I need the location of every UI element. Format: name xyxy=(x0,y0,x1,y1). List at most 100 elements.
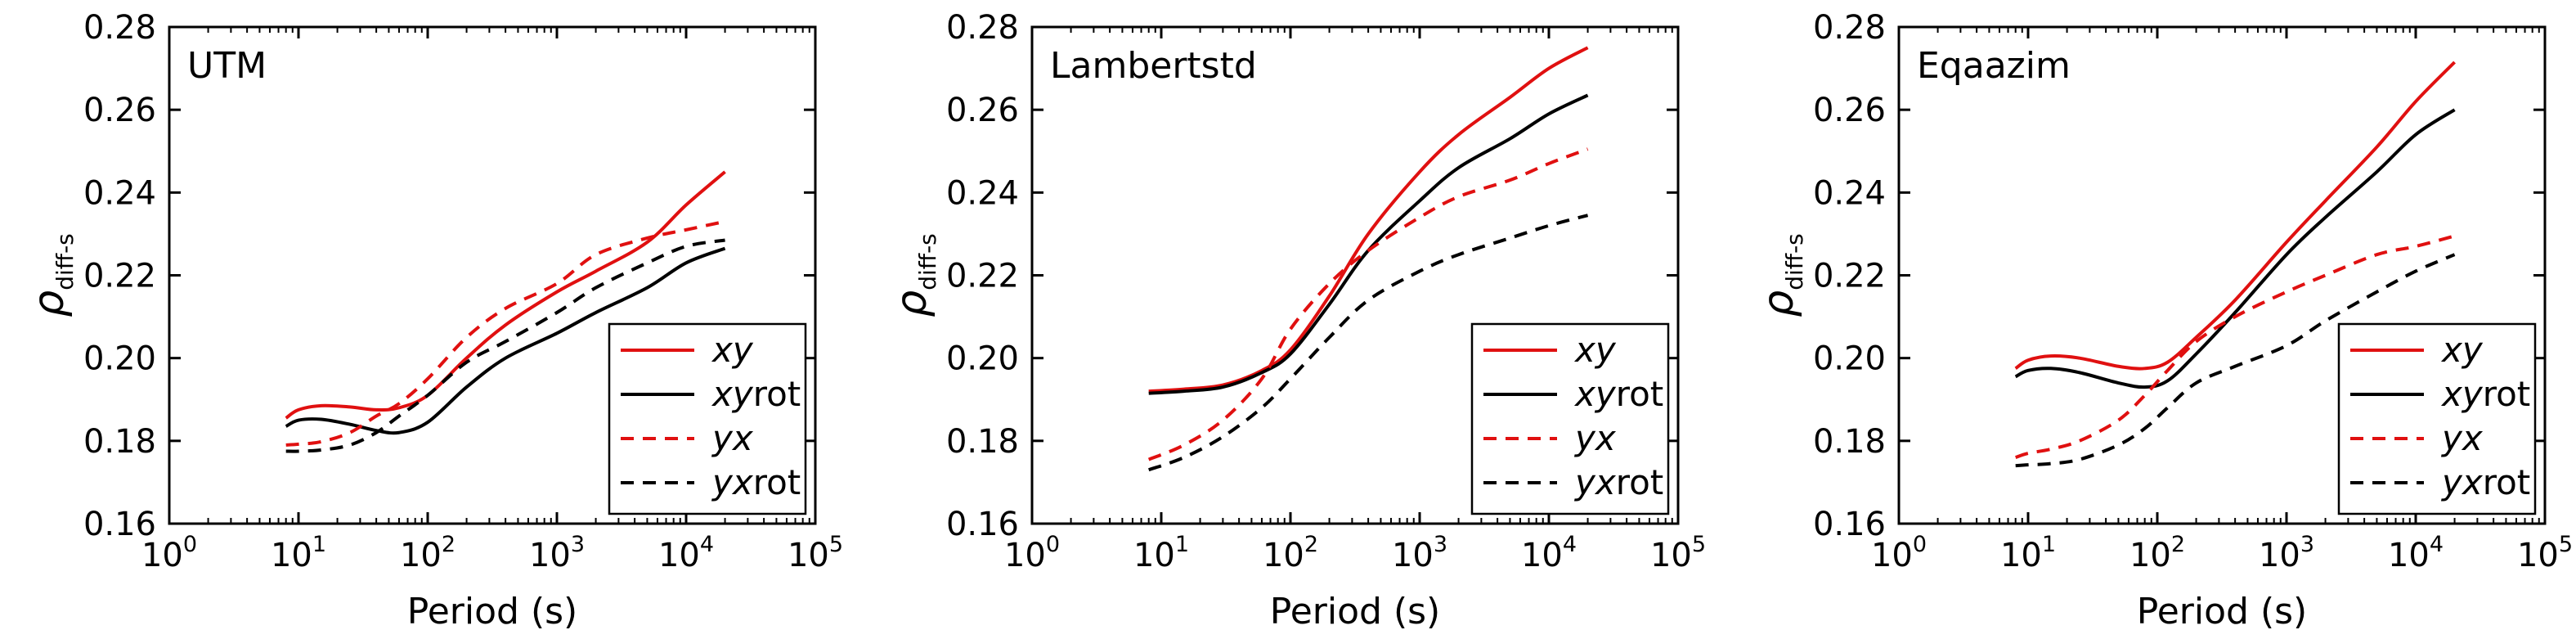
x-tick-exponent: 2 xyxy=(442,532,456,557)
legend-label-italic: xy xyxy=(2440,374,2484,414)
x-tick-base: 10 xyxy=(2388,537,2430,574)
y-tick-label: 0.20 xyxy=(946,340,1019,378)
x-tick-base: 10 xyxy=(1004,537,1046,574)
x-tick-label: 104 xyxy=(658,532,714,574)
x-tick-exponent: 3 xyxy=(2300,532,2314,557)
legend-label-plain: rot xyxy=(2483,462,2531,502)
legend-label-xy: xy xyxy=(2440,330,2484,370)
y-tick-label: 0.28 xyxy=(1813,9,1886,47)
x-tick-label: 100 xyxy=(1871,532,1927,574)
x-tick-base: 10 xyxy=(1263,537,1304,574)
x-tick-label: 104 xyxy=(1521,532,1577,574)
x-tick-exponent: 0 xyxy=(1046,532,1060,557)
series-line-xy xyxy=(2014,61,2456,371)
legend-label-xyrot: xyrot xyxy=(2440,374,2530,414)
y-tick-label: 0.22 xyxy=(1813,258,1886,295)
x-tick-exponent: 0 xyxy=(1913,532,1927,557)
x-tick-base: 10 xyxy=(1133,537,1175,574)
legend-label-yx: yx xyxy=(1573,418,1617,458)
y-tick-label: 0.16 xyxy=(946,506,1019,543)
x-tick-base: 10 xyxy=(529,537,571,574)
legend-label-xy: xy xyxy=(711,330,754,370)
x-tick-exponent: 4 xyxy=(2430,532,2444,557)
x-tick-base: 10 xyxy=(141,537,183,574)
legend-box xyxy=(608,322,807,515)
legend-label-plain: rot xyxy=(753,374,801,414)
x-tick-label: 102 xyxy=(400,532,456,574)
legend-label-plain: rot xyxy=(2483,374,2531,414)
y-axis-subscript: diff-s xyxy=(914,233,941,290)
y-tick-label: 0.26 xyxy=(946,92,1019,129)
y-tick-label: 0.26 xyxy=(1813,92,1886,129)
legend-label-italic: xy xyxy=(1573,374,1617,414)
x-axis-title: Period (s) xyxy=(2137,591,2307,632)
x-tick-exponent: 5 xyxy=(1692,532,1706,557)
x-tick-label: 103 xyxy=(2259,532,2314,574)
legend-label-xy: xy xyxy=(1573,330,1617,370)
x-tick-base: 10 xyxy=(400,537,442,574)
x-tick-label: 103 xyxy=(529,532,585,574)
legend-label-italic: yx xyxy=(1573,462,1617,502)
y-tick-label: 0.20 xyxy=(1813,340,1886,378)
x-tick-exponent: 1 xyxy=(312,532,326,557)
y-tick-label: 0.28 xyxy=(946,9,1019,47)
x-tick-base: 10 xyxy=(2517,537,2559,574)
x-tick-label: 100 xyxy=(141,532,197,574)
series-line-xyrot xyxy=(1148,93,1589,395)
x-tick-base: 10 xyxy=(2129,537,2171,574)
legend-label-italic: xy xyxy=(2440,330,2484,370)
series-line-xy xyxy=(1148,46,1589,394)
series-line-xy xyxy=(285,170,726,420)
y-tick-label: 0.16 xyxy=(83,506,156,543)
x-tick-label: 100 xyxy=(1004,532,1060,574)
y-axis-subscript: diff-s xyxy=(52,233,79,290)
x-tick-base: 10 xyxy=(2259,537,2300,574)
y-axis-title: ρdiff-s xyxy=(887,233,941,317)
y-tick-label: 0.24 xyxy=(83,174,156,212)
legend-label-italic: yx xyxy=(1573,418,1617,458)
x-tick-exponent: 4 xyxy=(1563,532,1577,557)
x-tick-label: 101 xyxy=(271,532,326,574)
x-tick-base: 10 xyxy=(1871,537,1913,574)
series-line-yx xyxy=(2015,234,2456,459)
x-tick-base: 10 xyxy=(1650,537,1692,574)
legend-label-yxrot: yxrot xyxy=(1573,462,1663,502)
x-tick-base: 10 xyxy=(2000,537,2042,574)
y-tick-label: 0.26 xyxy=(83,92,156,129)
y-tick-label: 0.20 xyxy=(83,340,156,378)
x-tick-exponent: 3 xyxy=(1434,532,1447,557)
series-line-xyrot xyxy=(285,246,726,435)
y-axis-title: ρdiff-s xyxy=(25,233,79,317)
y-tick-label: 0.24 xyxy=(1813,174,1886,212)
y-axis-symbol: ρ xyxy=(25,290,74,317)
y-axis-subscript: diff-s xyxy=(1781,233,1808,290)
legend-label-italic: yx xyxy=(2440,418,2484,458)
x-tick-exponent: 5 xyxy=(829,532,843,557)
y-axis-symbol: ρ xyxy=(887,290,936,317)
x-tick-base: 10 xyxy=(788,537,829,574)
x-tick-exponent: 1 xyxy=(2042,532,2056,557)
series-line-yxrot xyxy=(285,238,725,453)
legend-label-xyrot: xyrot xyxy=(711,374,801,414)
y-tick-label: 0.18 xyxy=(946,423,1019,461)
x-tick-base: 10 xyxy=(1521,537,1563,574)
x-tick-exponent: 2 xyxy=(2171,532,2185,557)
x-axis-title: Period (s) xyxy=(407,591,577,632)
legend-label-italic: yx xyxy=(711,418,754,458)
y-tick-label: 0.18 xyxy=(83,423,156,461)
x-tick-exponent: 2 xyxy=(1304,532,1318,557)
legend-label-yx: yx xyxy=(2440,418,2484,458)
legend-label-xyrot: xyrot xyxy=(1573,374,1663,414)
x-tick-label: 103 xyxy=(1392,532,1447,574)
y-axis-symbol: ρ xyxy=(1754,290,1803,317)
panel-title: Lambertstd xyxy=(1050,45,1257,87)
legend-box xyxy=(1470,322,1670,515)
x-tick-label: 104 xyxy=(2388,532,2444,574)
panel-title: UTM xyxy=(187,45,267,87)
